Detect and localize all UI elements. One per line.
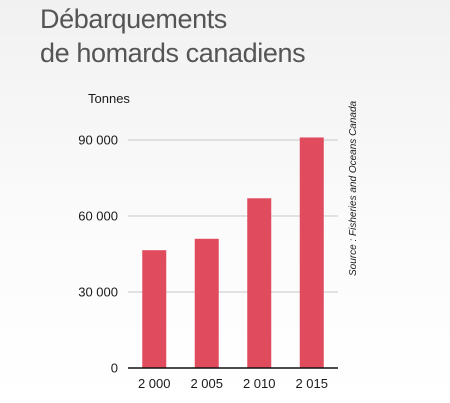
bar	[194, 238, 219, 368]
x-tick-label: 2 010	[243, 376, 276, 391]
y-axis-unit-label: Tonnes	[88, 91, 130, 106]
bar	[247, 198, 272, 368]
y-tick-label: 30 000	[78, 285, 118, 300]
y-tick-label: 0	[111, 361, 118, 376]
x-tick-label: 2 015	[295, 376, 328, 391]
x-tick-label: 2 000	[138, 376, 171, 391]
chart-title: Débarquements de homards canadiens	[40, 2, 400, 70]
y-tick-label: 90 000	[78, 133, 118, 148]
chart-title-line-2: de homards canadiens	[40, 38, 306, 68]
x-tick-label: 2 005	[190, 376, 223, 391]
bar	[299, 137, 324, 368]
y-tick-label: 60 000	[78, 209, 118, 224]
chart-title-line-1: Débarquements	[40, 4, 227, 34]
bar	[142, 250, 167, 368]
